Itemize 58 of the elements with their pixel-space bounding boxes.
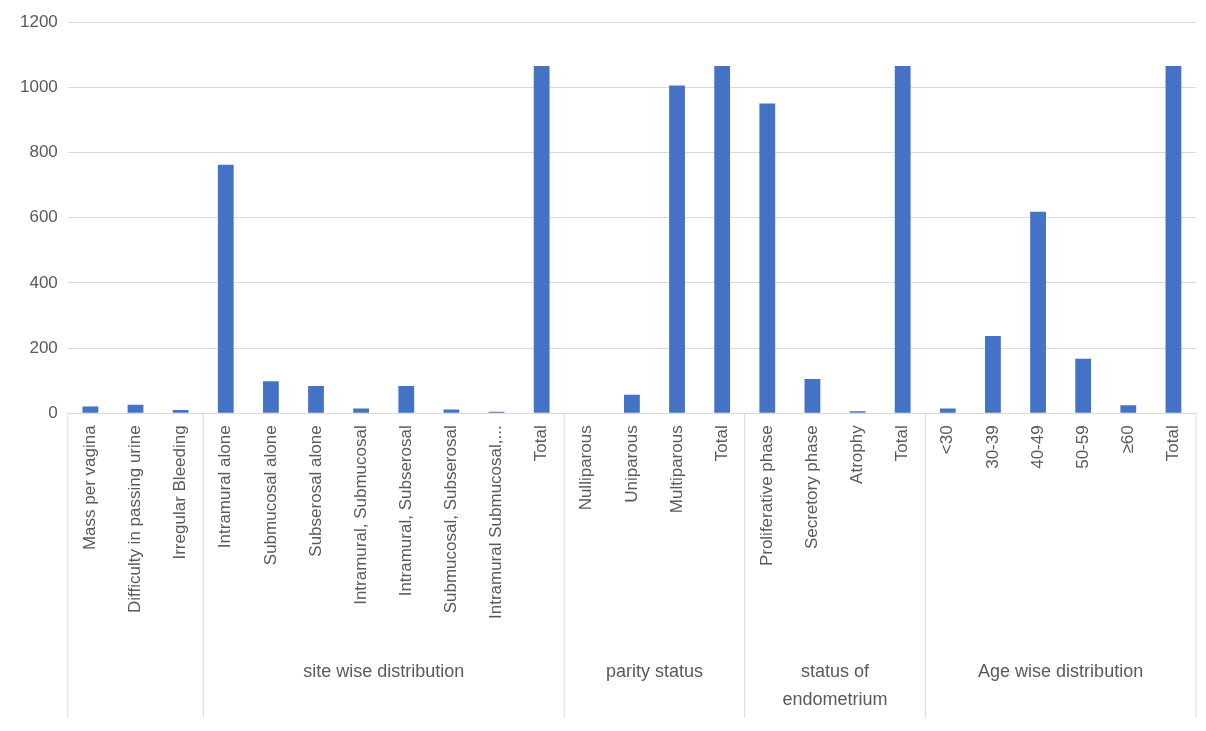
x-tick-label: Total	[711, 425, 731, 462]
y-tick-label: 400	[29, 272, 58, 292]
bar	[353, 408, 370, 413]
bar	[1165, 66, 1182, 413]
bar	[624, 394, 640, 413]
bar	[939, 408, 956, 413]
y-tick-label: 600	[29, 207, 58, 227]
x-tick-label: Difficulty in passing urine	[125, 425, 145, 614]
x-tick-label: Intramural, Subserosal	[395, 425, 415, 597]
bar	[1030, 211, 1046, 413]
x-tick-label: Multiparous	[666, 425, 686, 514]
bar	[714, 66, 731, 413]
x-tick-label: ≥60	[1118, 425, 1137, 454]
bar	[533, 66, 550, 413]
x-tick-label: Intramural Submucosal,...	[486, 425, 506, 620]
bar	[804, 379, 821, 413]
x-tick-label: Mass per vagina	[80, 424, 100, 551]
text: site wise distribution	[303, 660, 465, 681]
x-tick-label: Total	[1163, 425, 1183, 462]
x-tick-label: Total	[892, 425, 912, 462]
bar	[398, 385, 415, 413]
y-tick-label: 800	[29, 142, 58, 162]
x-tick-label: Secretory phase	[802, 425, 822, 550]
x-tick-label: Nulliparous	[576, 425, 596, 511]
bar	[1120, 405, 1137, 413]
text: parity status	[605, 660, 703, 681]
bar	[894, 66, 911, 413]
text: status of endometrium	[782, 660, 888, 709]
x-tick-label: Subserosal alone	[305, 425, 325, 557]
bar	[759, 103, 776, 413]
x-tick-label: Proliferative phase	[756, 425, 776, 567]
text: Age wise distribution	[978, 660, 1144, 681]
bar	[985, 336, 1001, 413]
bar	[308, 385, 324, 413]
x-tick-label: Intramural alone	[215, 425, 235, 549]
y-tick-label: 1000	[19, 76, 58, 96]
x-tick-label: Submucosal alone	[260, 425, 280, 566]
x-tick-label: 40-49	[1027, 425, 1047, 469]
x-tick-label: Submucosal, Subserosal	[441, 425, 461, 614]
y-tick-label: 200	[29, 337, 58, 357]
x-tick-label: Total	[531, 425, 551, 462]
bar	[669, 85, 685, 413]
bar	[1075, 358, 1092, 413]
bar	[127, 404, 144, 413]
y-tick-label: 1200	[19, 11, 58, 31]
bar	[262, 381, 279, 413]
x-tick-label: 50-59	[1072, 425, 1092, 469]
x-tick-label: 30-39	[982, 425, 1002, 469]
x-tick-label: Intramural, Submucosal	[350, 425, 370, 605]
x-tick-label: Atrophy	[847, 424, 867, 484]
bar	[82, 406, 99, 413]
bar	[443, 409, 460, 413]
x-tick-label: <30	[937, 425, 957, 455]
x-tick-label: Uniparous	[621, 425, 641, 503]
y-tick-label: 0	[48, 403, 58, 422]
bar	[172, 410, 189, 413]
bar	[217, 164, 234, 413]
x-tick-label: Irregular Bleeding	[170, 425, 190, 560]
